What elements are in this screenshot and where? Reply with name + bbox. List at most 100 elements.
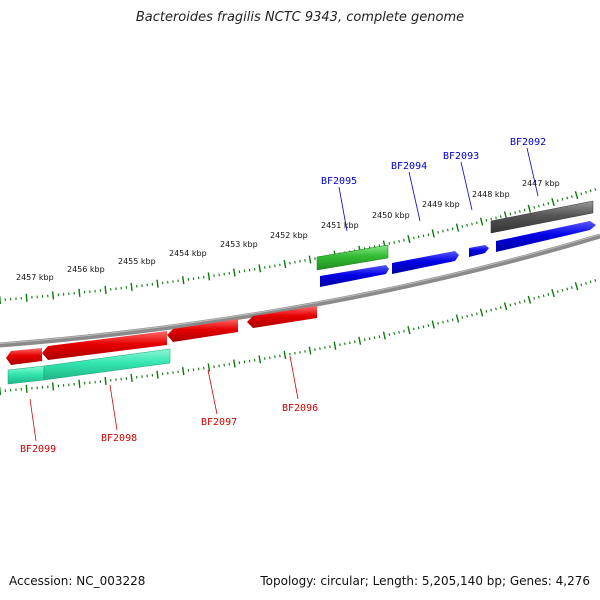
- major-tick: [130, 282, 133, 291]
- scale-label: 2457 kbp: [16, 273, 54, 282]
- major-tick: [156, 279, 159, 288]
- major-tick: [233, 268, 236, 277]
- major-tick: [130, 373, 133, 382]
- minor-tick: [547, 293, 550, 296]
- minor-tick: [475, 221, 478, 225]
- minor-tick: [514, 211, 516, 215]
- major-tick: [382, 331, 386, 340]
- major-tick: [258, 264, 262, 273]
- minor-tick: [422, 325, 425, 329]
- outer-tick-ring: [0, 188, 597, 305]
- minor-tick: [363, 338, 366, 342]
- minor-tick: [485, 309, 488, 313]
- minor-tick: [393, 331, 396, 335]
- minor-tick: [339, 343, 341, 347]
- major-tick: [258, 355, 262, 364]
- minor-tick: [594, 188, 597, 191]
- minor-tick: [561, 288, 564, 292]
- minor-tick: [471, 222, 473, 226]
- minor-tick: [471, 313, 473, 317]
- minor-tick: [518, 210, 521, 213]
- major-tick: [503, 302, 508, 311]
- minor-tick: [403, 329, 405, 333]
- minor-tick: [566, 196, 569, 200]
- scale-label: 2447 kbp: [522, 179, 560, 188]
- minor-tick: [523, 208, 526, 212]
- minor-tick: [589, 280, 592, 284]
- minor-tick: [547, 202, 550, 205]
- feature-green-block[interactable]: [316, 244, 389, 271]
- minor-tick: [378, 335, 381, 339]
- major-tick: [25, 384, 28, 393]
- gene-bf2095-arrow[interactable]: [320, 265, 389, 287]
- minor-tick: [294, 351, 296, 355]
- minor-tick: [446, 319, 449, 323]
- minor-tick: [594, 279, 597, 282]
- minor-tick: [561, 197, 564, 201]
- minor-tick: [294, 260, 296, 264]
- minor-tick: [523, 299, 526, 303]
- accession-label: Accession: NC_003228: [9, 574, 146, 588]
- major-tick: [455, 223, 460, 232]
- minor-tick: [353, 340, 356, 344]
- gene-bf2093-arrow[interactable]: [469, 245, 489, 257]
- minor-tick: [289, 352, 291, 356]
- major-tick: [358, 336, 362, 345]
- feature-gray-block[interactable]: [490, 200, 594, 234]
- gene-bf2092-arrow[interactable]: [496, 221, 596, 252]
- major-tick: [308, 255, 312, 264]
- feature-teal-block[interactable]: [43, 348, 171, 381]
- gene-label-bf2098[interactable]: BF2098: [101, 433, 137, 444]
- scale-label: 2450 kbp: [372, 211, 410, 220]
- major-tick: [479, 308, 484, 317]
- minor-tick: [495, 307, 497, 311]
- feature-teal-block[interactable]: [7, 365, 45, 385]
- major-tick: [574, 191, 579, 200]
- minor-tick: [589, 189, 592, 193]
- minor-tick: [556, 199, 559, 203]
- minor-tick: [490, 308, 493, 312]
- major-tick: [25, 293, 28, 302]
- minor-tick: [451, 227, 454, 231]
- gene-label-bf2094[interactable]: BF2094: [391, 161, 427, 172]
- gene-bf2096-arrow[interactable]: [247, 306, 317, 328]
- scale-label: 2453 kbp: [220, 240, 258, 249]
- gene-label-bf2097[interactable]: BF2097: [201, 417, 237, 428]
- minor-tick: [580, 283, 583, 287]
- minor-tick: [442, 320, 444, 324]
- major-tick: [52, 382, 55, 391]
- major-tick: [333, 341, 337, 350]
- gene-bf2097-arrow[interactable]: [167, 319, 238, 342]
- major-tick: [78, 288, 81, 297]
- major-tick: [431, 320, 435, 329]
- inner-tick-ring: [0, 279, 597, 396]
- minor-tick: [499, 306, 502, 309]
- major-tick: [551, 288, 555, 298]
- gene-label-bf2096[interactable]: BF2096: [282, 403, 318, 414]
- major-tick: [283, 350, 287, 360]
- major-tick: [574, 282, 579, 291]
- major-tick: [233, 359, 236, 368]
- minor-tick: [403, 238, 405, 242]
- gene-label-bf2095[interactable]: BF2095: [321, 176, 357, 187]
- gene-bf2099-arrow[interactable]: [6, 348, 42, 365]
- minor-tick: [466, 314, 469, 318]
- gene-bf2098-arrow[interactable]: [42, 331, 167, 360]
- gene-label-bf2099[interactable]: BF2099: [20, 444, 56, 455]
- genome-summary: Topology: circular; Length: 5,205,140 bp…: [260, 574, 590, 588]
- major-tick: [527, 295, 532, 304]
- major-tick: [455, 314, 460, 323]
- gene-label-bf2093[interactable]: BF2093: [443, 151, 479, 162]
- minor-tick: [417, 326, 420, 330]
- minor-tick: [585, 281, 587, 285]
- minor-tick: [542, 294, 545, 298]
- major-tick: [78, 379, 81, 388]
- minor-tick: [274, 355, 276, 359]
- minor-tick: [412, 236, 415, 240]
- minor-tick: [238, 361, 241, 365]
- minor-tick: [518, 301, 521, 304]
- gene-bf2094-arrow[interactable]: [392, 251, 459, 274]
- minor-tick: [485, 218, 488, 222]
- minor-tick: [238, 270, 241, 274]
- gene-label-bf2092[interactable]: BF2092: [510, 137, 546, 148]
